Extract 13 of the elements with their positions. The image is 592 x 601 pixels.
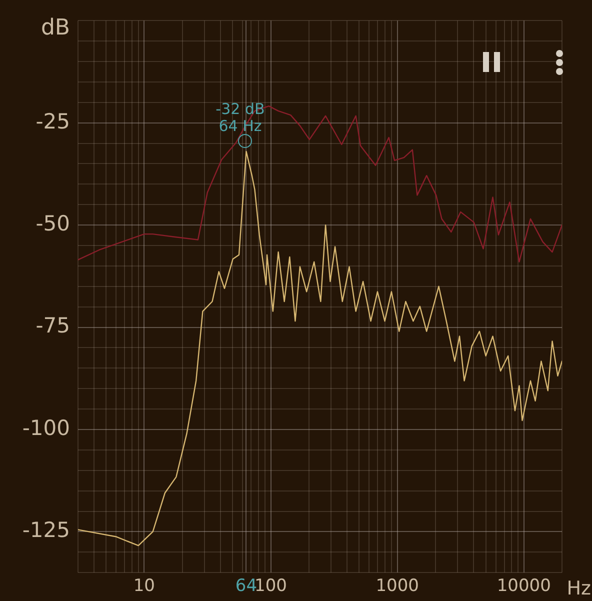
y-tick-label: -75 (36, 314, 70, 338)
annotation: -32 dB 64 Hz (216, 100, 265, 135)
y-tick-label: -50 (36, 212, 70, 236)
y-axis-title: dB (40, 15, 70, 40)
x-tick-label: 64 (235, 576, 258, 596)
y-tick-label: -25 (36, 109, 70, 134)
y-tick-label: -125 (22, 518, 70, 542)
x-tick-label: 100 (254, 576, 287, 596)
x-axis-title: Hz (566, 578, 592, 600)
y-tick-label: -100 (22, 416, 70, 440)
x-tick-label: 10000 (496, 576, 551, 596)
x-tick-label: 10 (133, 576, 155, 596)
x-tick-label: 1000 (376, 576, 419, 596)
